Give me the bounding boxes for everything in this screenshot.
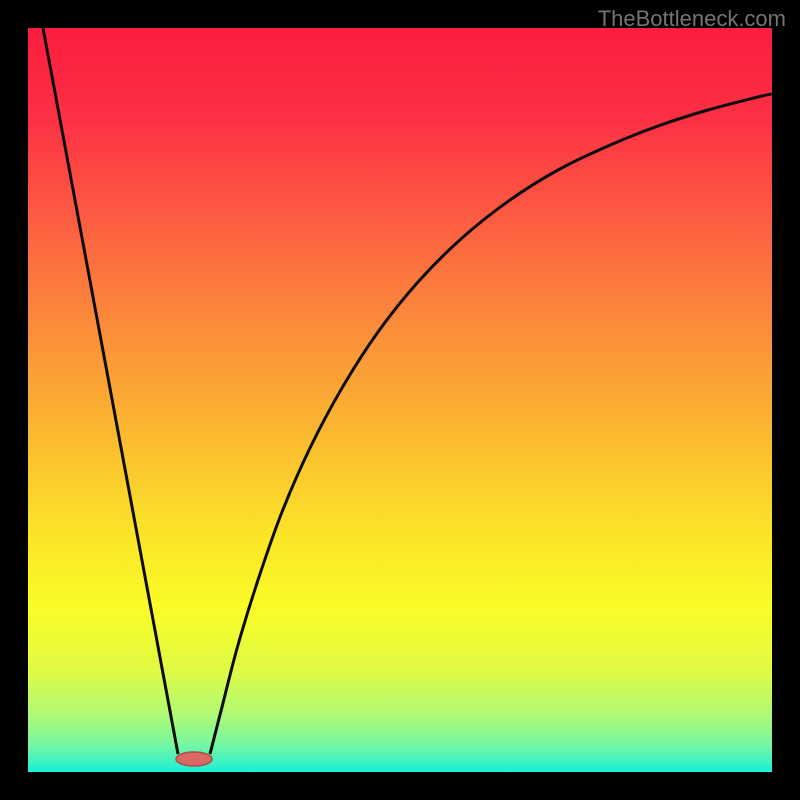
watermark-text: TheBottleneck.com [598, 6, 786, 32]
border-right [772, 0, 800, 800]
border-bottom [0, 772, 800, 800]
minimum-marker [176, 752, 212, 766]
plot-background [28, 28, 772, 772]
border-left [0, 0, 28, 800]
chart-svg [0, 0, 800, 800]
bottleneck-chart: TheBottleneck.com [0, 0, 800, 800]
